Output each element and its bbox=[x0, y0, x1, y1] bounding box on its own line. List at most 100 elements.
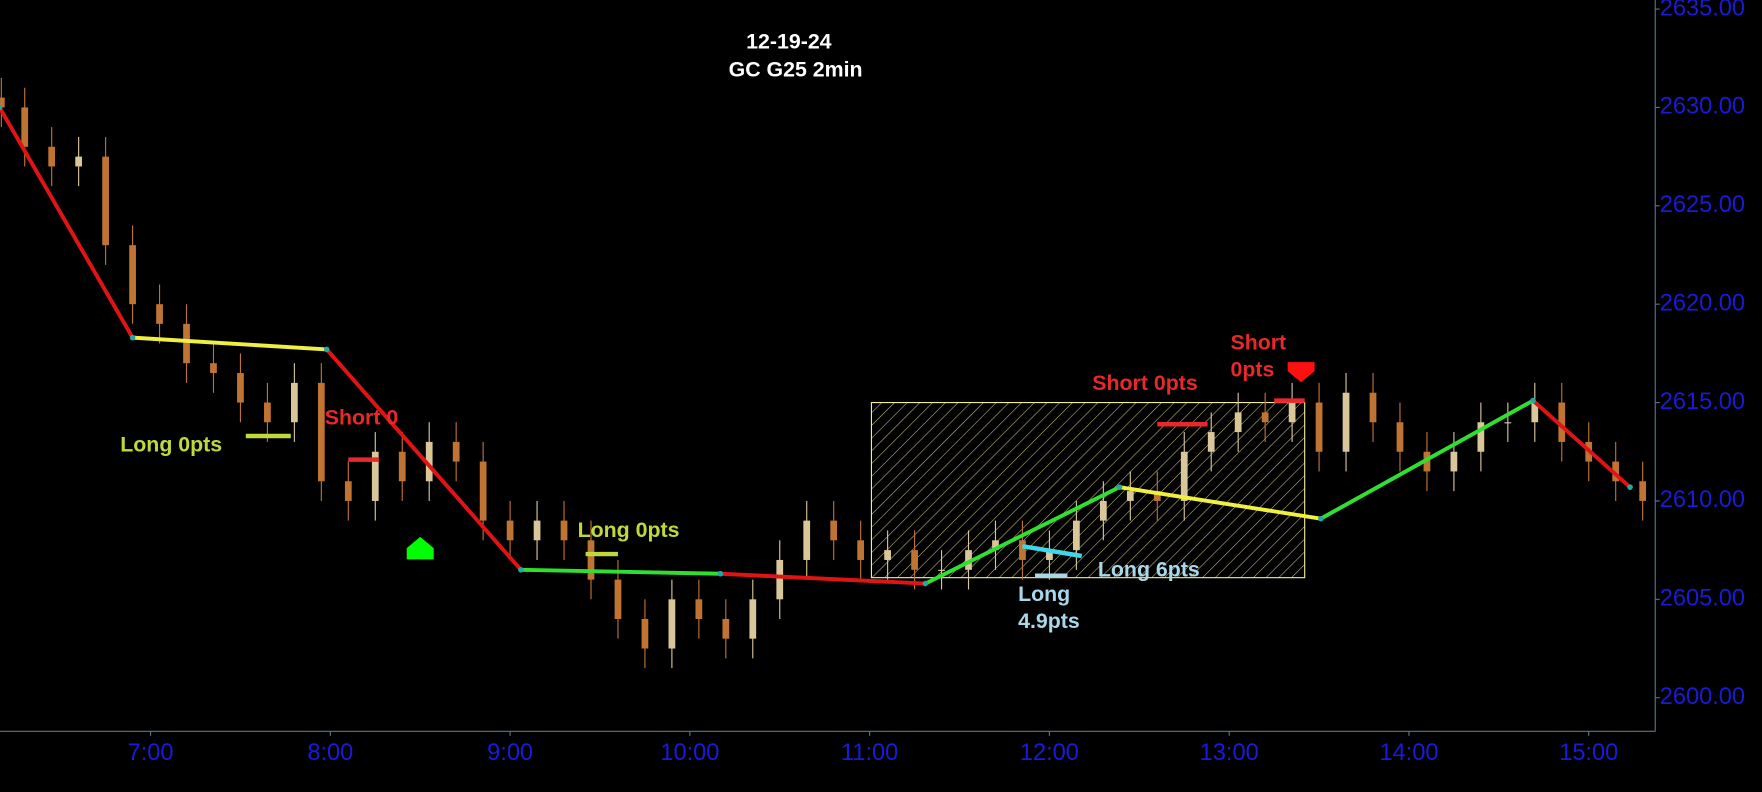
candle-body bbox=[587, 540, 595, 580]
candle-body bbox=[641, 618, 649, 649]
candle-body bbox=[0, 97, 5, 108]
trade-label: Short 0pts bbox=[1092, 371, 1197, 395]
candle-body bbox=[992, 540, 999, 551]
candle-body bbox=[102, 156, 109, 246]
y-tick-label: 2600.00 bbox=[1660, 683, 1745, 709]
candle-body bbox=[1046, 550, 1053, 560]
swing-point bbox=[1530, 397, 1536, 404]
candle-body bbox=[291, 382, 298, 423]
signal-marker bbox=[1287, 362, 1315, 383]
candle-body bbox=[1099, 500, 1107, 521]
candle-body bbox=[1639, 481, 1647, 501]
candle-body bbox=[695, 599, 703, 619]
candle-body bbox=[48, 146, 56, 167]
chart-title: 12-19-24 bbox=[746, 29, 832, 53]
x-tick-label: 11:00 bbox=[841, 739, 898, 765]
zone bbox=[870, 401, 1306, 579]
y-tick-label: 2630.00 bbox=[1660, 93, 1745, 119]
trade-label: Long 0pts bbox=[578, 518, 680, 542]
candle-body bbox=[1153, 491, 1161, 501]
swing-point bbox=[1318, 515, 1324, 522]
swing-line bbox=[130, 335, 329, 352]
y-tick-label: 2635.00 bbox=[1660, 0, 1745, 20]
swing-point bbox=[323, 346, 330, 353]
candle-body bbox=[803, 520, 811, 560]
swing-line bbox=[1318, 398, 1535, 521]
candle-body bbox=[264, 402, 271, 423]
trade-label: Short 0 bbox=[325, 406, 398, 430]
candle-body bbox=[1504, 422, 1512, 424]
swing-point bbox=[1627, 484, 1633, 490]
candle-body bbox=[371, 451, 379, 501]
swing-line bbox=[1531, 398, 1633, 490]
candle-body bbox=[75, 156, 83, 167]
candle-body bbox=[452, 441, 460, 462]
candle-body bbox=[506, 520, 514, 541]
candle-body bbox=[1315, 402, 1323, 452]
candle-body bbox=[21, 107, 29, 147]
candle-body bbox=[938, 569, 945, 571]
swing-point bbox=[0, 104, 3, 111]
swing-point bbox=[1116, 484, 1123, 490]
candle-body bbox=[398, 451, 406, 482]
plot-area bbox=[0, 77, 1647, 669]
candle-body bbox=[1288, 402, 1296, 423]
candle-body bbox=[830, 520, 838, 541]
candle-body bbox=[129, 245, 136, 305]
candle-body bbox=[237, 373, 244, 403]
x-tick-label: 8:00 bbox=[307, 739, 353, 765]
x-tick-label: 14:00 bbox=[1379, 739, 1438, 765]
swing-point bbox=[129, 334, 136, 341]
candle-body bbox=[668, 599, 676, 649]
candle-body bbox=[425, 441, 433, 482]
candle-body bbox=[1531, 402, 1539, 423]
swing-line bbox=[324, 347, 523, 572]
candle-body bbox=[1342, 392, 1350, 452]
swing-line bbox=[923, 485, 1122, 586]
candle-body bbox=[344, 481, 352, 501]
candle-body bbox=[1180, 451, 1188, 501]
swing-line bbox=[718, 571, 928, 586]
swing-line bbox=[1117, 485, 1323, 521]
candle-body bbox=[1450, 451, 1458, 472]
candle-body bbox=[1558, 402, 1566, 442]
x-tick-label: 7:00 bbox=[128, 739, 174, 765]
y-tick-label: 2625.00 bbox=[1660, 191, 1745, 217]
x-tick-label: 10:00 bbox=[660, 739, 719, 765]
candle-body bbox=[479, 461, 487, 521]
swing-point bbox=[717, 570, 724, 577]
trade-label: Short bbox=[1230, 330, 1286, 354]
x-tick-label: 15:00 bbox=[1559, 739, 1618, 765]
swing-point bbox=[518, 566, 524, 573]
trade-label: Long 6pts bbox=[1098, 557, 1200, 581]
x-tick-label: 13:00 bbox=[1200, 739, 1259, 765]
y-tick-label: 2620.00 bbox=[1660, 289, 1745, 315]
candle-body bbox=[1207, 432, 1215, 452]
candle-body bbox=[210, 363, 217, 374]
candle-body bbox=[183, 323, 190, 364]
candle-body bbox=[749, 599, 757, 639]
candle-body bbox=[776, 559, 784, 600]
chart-subtitle: GC G25 2min bbox=[729, 57, 863, 81]
candle-body bbox=[1234, 412, 1242, 433]
swing-point bbox=[922, 580, 929, 587]
candle-body bbox=[911, 550, 918, 570]
x-tick-label: 12:00 bbox=[1020, 739, 1079, 765]
candle-body bbox=[884, 550, 891, 560]
candle-body bbox=[1612, 461, 1620, 482]
y-tick-label: 2615.00 bbox=[1660, 388, 1745, 414]
candle-body bbox=[1261, 412, 1269, 423]
candle-body bbox=[1369, 392, 1377, 423]
candle-body bbox=[1126, 491, 1134, 501]
trade-label: Long bbox=[1018, 582, 1070, 606]
swing-line bbox=[0, 105, 135, 340]
trade-label: Long 0pts bbox=[120, 433, 222, 457]
candle-body bbox=[1396, 422, 1404, 452]
trade-line bbox=[1022, 543, 1083, 559]
trade-label: 0pts bbox=[1230, 357, 1274, 381]
candle-body bbox=[1019, 540, 1026, 560]
y-tick-label: 2605.00 bbox=[1660, 585, 1745, 611]
